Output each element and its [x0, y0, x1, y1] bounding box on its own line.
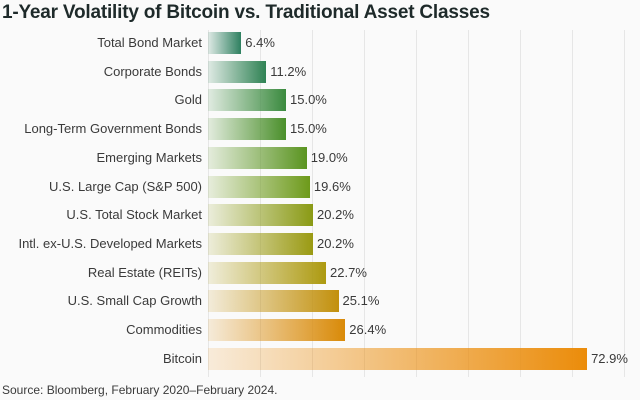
source-note: Source: Bloomberg, February 2020–Februar…	[2, 383, 278, 397]
category-label: U.S. Large Cap (S&P 500)	[49, 178, 202, 194]
bar	[208, 347, 588, 370]
category-label: Gold	[174, 92, 202, 108]
value-label: 15.0%	[290, 121, 327, 137]
gridline	[624, 30, 625, 377]
category-label: Real Estate (REITs)	[87, 264, 202, 280]
value-label: 11.2%	[270, 63, 307, 79]
category-label: U.S. Small Cap Growth	[67, 293, 202, 309]
bar-row: U.S. Large Cap (S&P 500) 19.6%	[49, 175, 628, 198]
value-label: 25.1%	[342, 293, 380, 309]
category-label: Commodities	[126, 322, 202, 337]
bar	[208, 204, 314, 227]
gridline	[260, 30, 261, 377]
bar	[208, 319, 346, 341]
category-label: Corporate Bonds	[103, 63, 202, 79]
chart-title: 1-Year Volatility of Bitcoin vs. Traditi…	[2, 2, 490, 23]
category-label: Emerging Markets	[96, 149, 202, 165]
value-label: 72.9%	[591, 350, 628, 366]
bar	[208, 32, 242, 54]
value-label: 19.0%	[310, 149, 348, 165]
bar	[208, 232, 314, 255]
bar	[208, 290, 339, 313]
category-label: Intl. ex-U.S. Developed Markets	[18, 235, 202, 251]
bar-chart-plot-area: Total Bond Market 6.4% Corporate Bonds 11.2…	[18, 30, 628, 377]
bar-row: Long-Term Government Bonds 15.0%	[24, 118, 628, 141]
gridline	[208, 30, 209, 377]
bar-row: Total Bond Market 6.4%	[97, 32, 628, 54]
gridline	[572, 30, 573, 377]
gridline	[312, 30, 313, 377]
bar-row: Corporate Bonds 11.2%	[104, 60, 628, 83]
value-label: 6.4%	[245, 35, 275, 50]
bar	[208, 146, 307, 169]
bar-row: Bitcoin 72.9%	[163, 347, 628, 370]
bar-row: Emerging Markets 19.0%	[97, 146, 628, 169]
category-label: Bitcoin	[162, 350, 202, 366]
value-label: 19.6%	[313, 178, 351, 194]
bar	[208, 118, 286, 141]
value-label: 20.2%	[317, 207, 354, 223]
category-label: Total Bond Market	[97, 35, 202, 50]
bar-row: Gold 15.0%	[175, 89, 628, 112]
value-label: 20.2%	[317, 235, 354, 251]
bar	[208, 175, 310, 198]
category-label: Long-Term Government Bonds	[24, 121, 202, 137]
bar	[208, 60, 267, 83]
value-label: 22.7%	[330, 264, 367, 280]
bar-row: Intl. ex-U.S. Developed Markets 20.2%	[18, 232, 628, 255]
gridline	[364, 30, 365, 377]
bar	[208, 89, 286, 112]
gridline	[468, 30, 469, 377]
bar-row: U.S. Total Stock Market 20.2%	[66, 204, 628, 227]
bar-row: U.S. Small Cap Growth 25.1%	[68, 290, 628, 313]
bar-row: Real Estate (REITs) 22.7%	[88, 261, 628, 284]
value-label: 15.0%	[290, 92, 327, 108]
gridline	[520, 30, 521, 377]
bar-row: Commodities 26.4%	[126, 319, 628, 341]
value-label: 26.4%	[349, 322, 387, 337]
bar	[208, 261, 327, 284]
gridline	[416, 30, 417, 377]
category-label: U.S. Total Stock Market	[66, 207, 202, 223]
